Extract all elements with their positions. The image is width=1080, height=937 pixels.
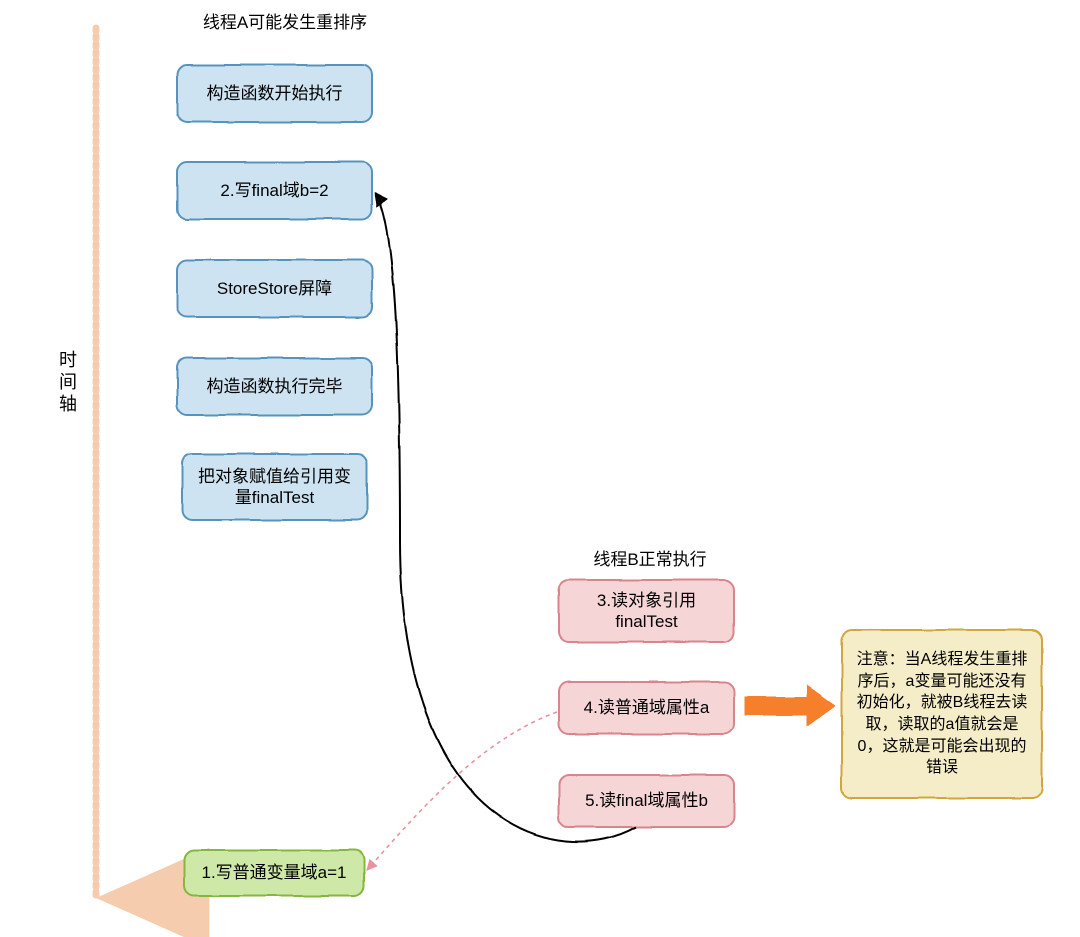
node-constructor-end: 构造函数执行完毕 xyxy=(177,358,372,415)
node-write-final-b: 2.写final域b=2 xyxy=(177,162,372,219)
node-read-final-b: 5.读final域属性b xyxy=(559,775,734,827)
note-box: 注意：当A线程发生重排序后，a变量可能还没有初始化，就被B线程去读取，读取的a值… xyxy=(842,630,1042,798)
node-read-reference: 3.读对象引用finalTest xyxy=(559,580,734,642)
node-storestore-barrier: StoreStore屏障 xyxy=(177,260,372,317)
thread-a-title: 线程A可能发生重排序 xyxy=(200,8,370,33)
note-arrow xyxy=(745,686,835,726)
time-axis-label: 时间轴 xyxy=(54,350,80,416)
node-write-field-a: 1.写普通变量域a=1 xyxy=(184,850,364,896)
thread-b-title: 线程B正常执行 xyxy=(580,545,720,570)
diagram-stage: 时间轴 线程A可能发生重排序 线程B正常执行 构造函数开始执行 2.写final… xyxy=(0,0,1080,937)
node-read-field-a: 4.读普通域属性a xyxy=(559,682,734,734)
node-constructor-start: 构造函数开始执行 xyxy=(177,65,372,122)
node-assign-reference: 把对象赋值给引用变量finalTest xyxy=(182,454,367,520)
